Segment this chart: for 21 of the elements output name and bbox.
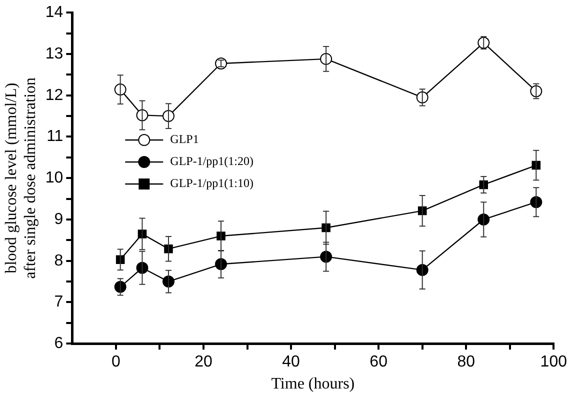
x-tick-label: 20 xyxy=(194,354,213,371)
x-tick-label: 0 xyxy=(112,354,121,371)
x-tick-label: 100 xyxy=(540,354,568,371)
legend-label: GLP-1/pp1(1:10) xyxy=(170,176,254,190)
x-axis-title: Time (hours) xyxy=(271,376,355,393)
y-tick-label: 10 xyxy=(45,170,64,187)
x-tick-label: 60 xyxy=(370,354,388,371)
y-tick-label: 6 xyxy=(54,335,64,352)
legend-label: GLP1 xyxy=(170,132,199,146)
y-tick-label: 11 xyxy=(46,128,64,146)
y-axis-title: blood glucose level (mmol/L) after single dose administration xyxy=(2,77,40,279)
y-tick-label: 12 xyxy=(45,86,64,104)
x-tick-label: 80 xyxy=(457,354,476,371)
y-tick-label: 7 xyxy=(54,294,64,311)
y-tick-label: 13 xyxy=(45,45,64,62)
point xyxy=(215,57,228,70)
legend-label: GLP-1/pp1(1:20) xyxy=(170,154,254,168)
y-tick-label: 9 xyxy=(54,210,64,228)
y-tick-label: 8 xyxy=(54,252,64,270)
y-tick-label: 14 xyxy=(45,4,64,22)
x-tick-label: 40 xyxy=(282,354,300,371)
